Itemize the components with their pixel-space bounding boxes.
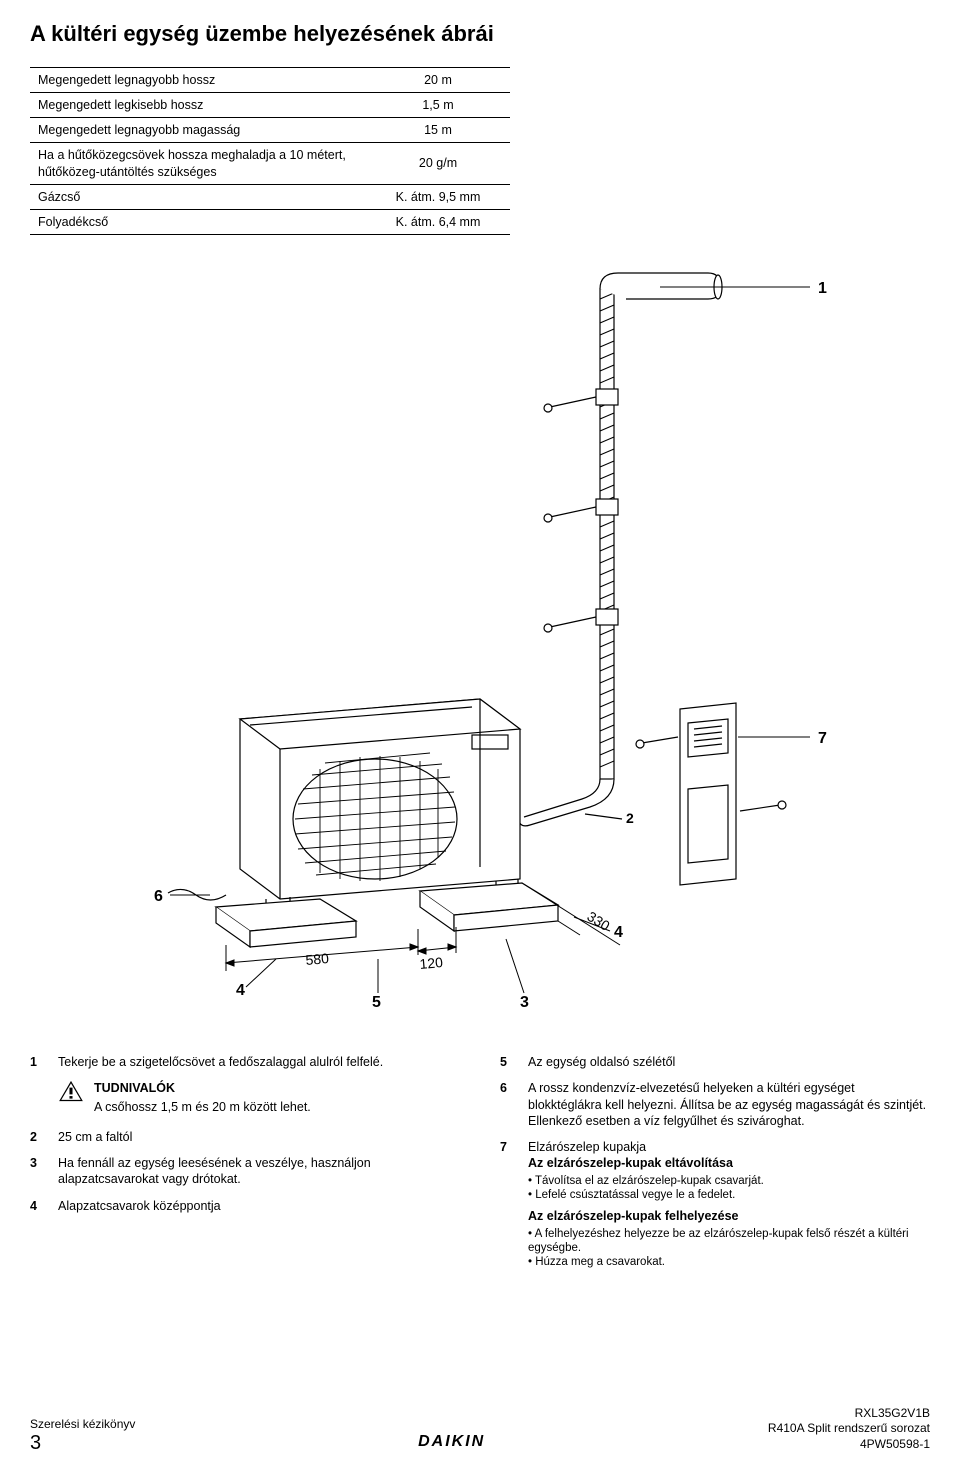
warning-icon (58, 1080, 84, 1102)
callout-3: 3 (520, 994, 529, 1011)
spec-label: Megengedett legnagyobb hossz (30, 67, 366, 92)
legend-item: 6A rossz kondenzvíz-elvezetésű helyeken … (500, 1080, 930, 1129)
brand-logo: DAIKIN (135, 1432, 768, 1453)
spec-label: Ha a hűtőközegcsövek hossza meghaladja a… (30, 143, 366, 185)
page-title: A kültéri egység üzembe helyezésének ábr… (30, 20, 930, 49)
legend-item-7: 7 Elzárószelep kupakja Az elzárószelep-k… (500, 1139, 930, 1276)
svg-text:120: 120 (419, 954, 444, 972)
callout-6: 6 (154, 888, 163, 905)
legend-item: 4Alapzatcsavarok középpontja (30, 1198, 460, 1214)
spec-value: 15 m (366, 118, 510, 143)
spec-value: 20 g/m (366, 143, 510, 185)
page-number: 3 (30, 1433, 135, 1453)
outdoor-unit (240, 699, 520, 911)
legend7-sub2-title: Az elzárószelep-kupak felhelyezése (528, 1208, 930, 1224)
callout-4a: 4 (236, 982, 245, 999)
footer-docnum: 4PW50598-1 (768, 1437, 930, 1453)
list-item: Lefelé csúsztatással vegye le a fedelet. (528, 1188, 930, 1202)
diagram-svg: 2 (120, 259, 840, 1019)
spec-label: Megengedett legnagyobb magasság (30, 118, 366, 143)
installation-diagram: 2 (30, 259, 930, 1024)
callout-1: 1 (818, 280, 827, 297)
legend-item: 225 cm a faltól (30, 1129, 460, 1145)
spec-value: 1,5 m (366, 92, 510, 117)
legend-item: 3Ha fennáll az egység leesésének a veszé… (30, 1155, 460, 1188)
footer-series: R410A Split rendszerű sorozat (768, 1421, 930, 1437)
callout-5: 5 (372, 994, 381, 1011)
spec-value: K. átm. 6,4 mm (366, 210, 510, 235)
table-row: Ha a hűtőközegcsövek hossza meghaladja a… (30, 143, 510, 185)
table-row: GázcsőK. átm. 9,5 mm (30, 184, 510, 209)
list-item: Húzza meg a csavarokat. (528, 1255, 930, 1269)
svg-text:580: 580 (305, 950, 330, 968)
spec-label: Megengedett legkisebb hossz (30, 92, 366, 117)
list-item: A felhelyezéshez helyezze be az elzárósz… (528, 1227, 930, 1256)
list-item: Távolítsa el az elzárószelep-kupak csava… (528, 1174, 930, 1188)
table-row: Megengedett legnagyobb hossz20 m (30, 67, 510, 92)
callout-4b: 4 (614, 924, 623, 941)
spec-value: 20 m (366, 67, 510, 92)
legend-item: 1 Tekerje be a szigetelőcsövet a fedősza… (30, 1054, 460, 1070)
legend7-intro: Elzárószelep kupakja (528, 1139, 930, 1155)
note-box: TUDNIVALÓK A csőhossz 1,5 m és 20 m közö… (58, 1080, 460, 1115)
footer-model: RXL35G2V1B (768, 1406, 930, 1422)
legend-item: 5Az egység oldalsó szélétől (500, 1054, 930, 1070)
page-footer: Szerelési kézikönyv 3 DAIKIN RXL35G2V1B … (30, 1406, 930, 1453)
legend: 1 Tekerje be a szigetelőcsövet a fedősza… (30, 1054, 930, 1286)
spec-label: Folyadékcső (30, 210, 366, 235)
mounting-blocks (216, 883, 558, 947)
table-row: Megengedett legkisebb hossz1,5 m (30, 92, 510, 117)
spec-value: K. átm. 9,5 mm (366, 184, 510, 209)
footer-doc-title: Szerelési kézikönyv (30, 1417, 135, 1433)
legend7-sub1-title: Az elzárószelep-kupak eltávolítása (528, 1155, 930, 1171)
callout-7: 7 (818, 730, 827, 747)
valve-cover (636, 703, 786, 885)
note-title: TUDNIVALÓK (94, 1080, 311, 1096)
spec-label: Gázcső (30, 184, 366, 209)
note-body: A csőhossz 1,5 m és 20 m között lehet. (94, 1099, 311, 1115)
table-row: Megengedett legnagyobb magasság15 m (30, 118, 510, 143)
wrapped-pipe (544, 273, 722, 779)
spec-table: Megengedett legnagyobb hossz20 mMegenged… (30, 67, 510, 236)
table-row: FolyadékcsőK. átm. 6,4 mm (30, 210, 510, 235)
callout-2: 2 (626, 810, 634, 826)
